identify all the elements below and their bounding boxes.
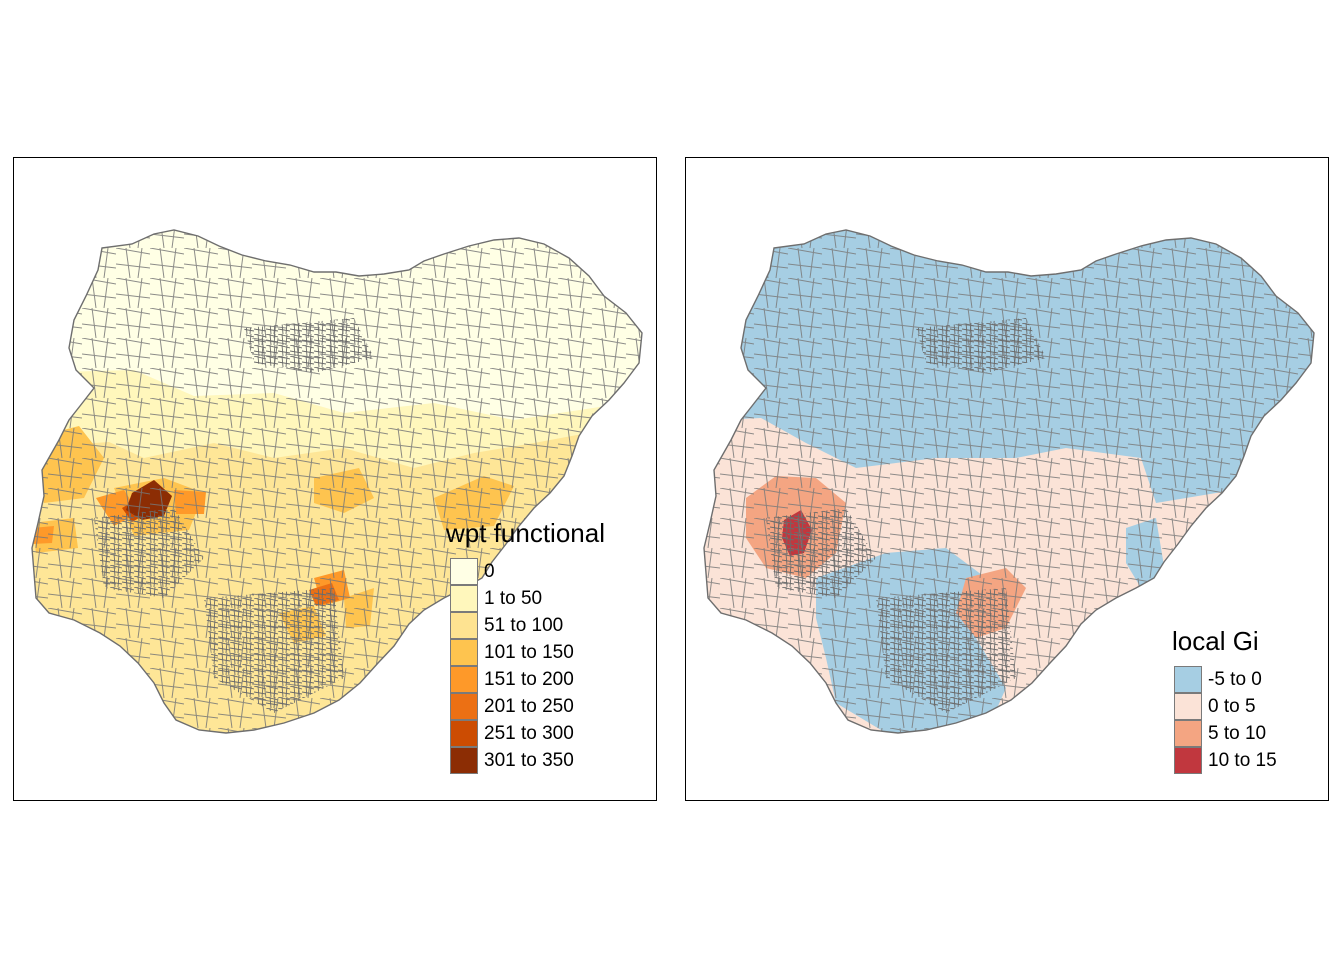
legend-swatch <box>1174 747 1202 774</box>
legend-label: 5 to 10 <box>1208 722 1267 744</box>
legend-item: 251 to 300 <box>450 720 605 747</box>
legend-swatch <box>450 639 478 666</box>
choropleth-map-wpt-functional <box>31 229 643 734</box>
legend-label: 151 to 200 <box>484 668 574 690</box>
legend-local-gi: local Gi -5 to 0 0 to 5 5 to 10 10 to 15 <box>1172 626 1277 774</box>
legend-title: local Gi <box>1172 626 1259 656</box>
legend-label: 0 to 5 <box>1208 695 1256 717</box>
legend-swatch <box>1174 666 1202 693</box>
legend-swatch <box>450 747 478 774</box>
legend-swatch <box>1174 720 1202 747</box>
legend-swatch <box>450 558 478 585</box>
legend-label: 1 to 50 <box>484 587 543 609</box>
legend-swatch <box>450 585 478 612</box>
legend-item: 1 to 50 <box>450 585 605 612</box>
legend-label: 0 <box>484 560 495 582</box>
legend-label: 51 to 100 <box>484 614 564 636</box>
map-panel-local-gi: local Gi -5 to 0 0 to 5 5 to 10 10 to 15 <box>685 157 1329 801</box>
legend-label: 251 to 300 <box>484 722 574 744</box>
legend-title: wpt functional <box>446 518 605 548</box>
legend-item: 51 to 100 <box>450 612 605 639</box>
legend-wpt-functional: wpt functional 0 1 to 50 51 to 100 101 t… <box>446 518 605 774</box>
legend-label: -5 to 0 <box>1208 668 1262 690</box>
legend-label: 10 to 15 <box>1208 749 1277 771</box>
legend-label: 201 to 250 <box>484 695 574 717</box>
legend-item: 301 to 350 <box>450 747 605 774</box>
legend-label: 101 to 150 <box>484 641 574 663</box>
map-panel-wpt-functional: wpt functional 0 1 to 50 51 to 100 101 t… <box>13 157 657 801</box>
legend-item: 5 to 10 <box>1174 720 1277 747</box>
legend-item: 10 to 15 <box>1174 747 1277 774</box>
legend-label: 301 to 350 <box>484 749 574 771</box>
legend-swatch <box>1174 693 1202 720</box>
legend-swatch <box>450 612 478 639</box>
legend-item: 0 <box>450 558 605 585</box>
legend-item: 101 to 150 <box>450 639 605 666</box>
legend-swatch <box>450 666 478 693</box>
legend-swatch <box>450 693 478 720</box>
choropleth-map-local-gi <box>703 229 1315 734</box>
legend-item: 0 to 5 <box>1174 693 1277 720</box>
legend-item: 151 to 200 <box>450 666 605 693</box>
legend-item: 201 to 250 <box>450 693 605 720</box>
legend-item: -5 to 0 <box>1174 666 1277 693</box>
legend-swatch <box>450 720 478 747</box>
